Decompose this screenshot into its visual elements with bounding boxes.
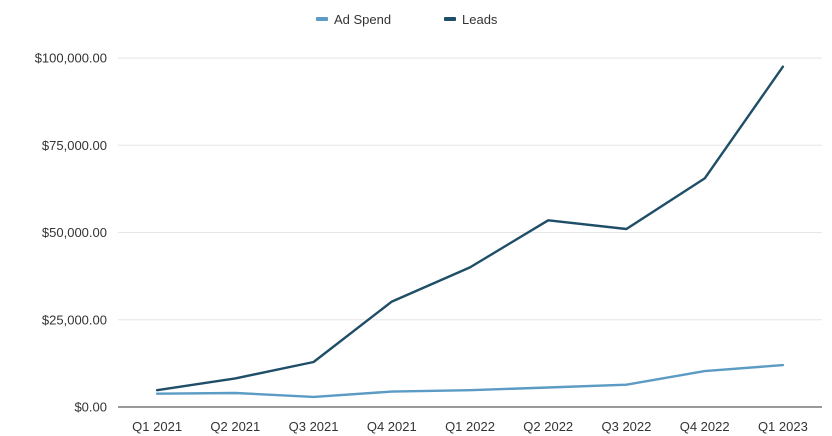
x-tick-label: Q3 2021: [289, 419, 339, 434]
x-tick-label: Q3 2022: [602, 419, 652, 434]
legend: Ad Spend Leads: [316, 12, 498, 27]
y-axis-tick-labels: $0.00 $25,000.00 $50,000.00 $75,000.00 $100,…: [35, 51, 107, 415]
x-tick-label: Q2 2022: [523, 419, 573, 434]
legend-label: Leads: [462, 12, 498, 27]
x-tick-label: Q2 2021: [210, 419, 260, 434]
x-tick-label: Q4 2021: [367, 419, 417, 434]
y-tick-label: $75,000.00: [42, 138, 107, 153]
x-tick-label: Q1 2021: [132, 419, 182, 434]
legend-label: Ad Spend: [334, 12, 391, 27]
x-tick-label: Q1 2022: [445, 419, 495, 434]
y-tick-label: $0.00: [74, 400, 107, 415]
legend-swatch: [444, 17, 456, 21]
series-line-ad-spend: [155, 363, 785, 399]
series-line-leads: [155, 65, 785, 392]
legend-swatch: [316, 17, 328, 21]
gridlines: [118, 57, 822, 321]
y-tick-label: $25,000.00: [42, 312, 107, 327]
x-axis: Q1 2021 Q2 2021 Q3 2021 Q4 2021 Q1 2022 Q2 20…: [118, 406, 822, 434]
y-tick-label: $50,000.00: [42, 225, 107, 240]
y-tick-label: $100,000.00: [35, 51, 107, 66]
series-lines: [155, 65, 785, 399]
x-tick-label: Q4 2022: [680, 419, 730, 434]
x-tick-label: Q1 2023: [758, 419, 808, 434]
